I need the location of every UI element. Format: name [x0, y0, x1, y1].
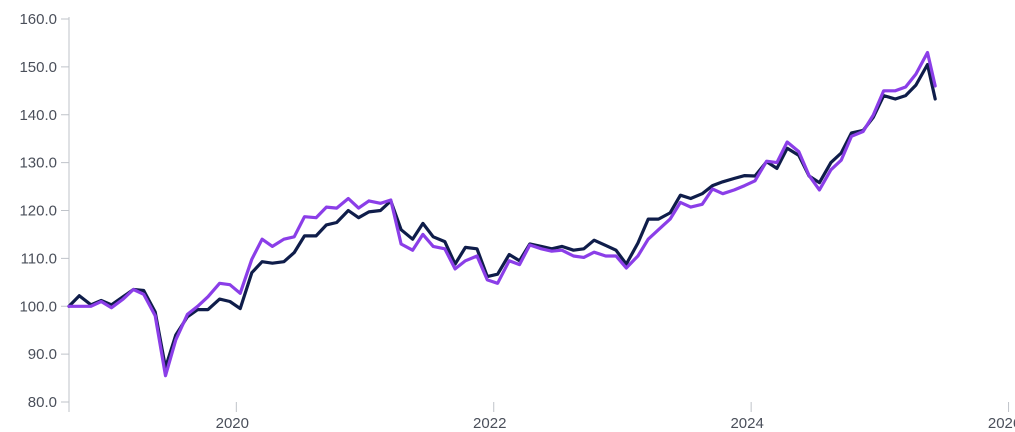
y-tick-label: 90.0 [28, 346, 57, 363]
x-tick-label: 2022 [473, 415, 506, 432]
y-axis: 80.0 90.0 100.0 110.0 120.0 130.0 140.0 150.0 16… [19, 11, 70, 412]
x-axis: 2020 2022 2024 2026 [216, 402, 1015, 432]
y-tick-label: 110.0 [21, 250, 57, 267]
y-tick-label: 140.0 [19, 107, 57, 124]
x-tick-label: 2024 [730, 415, 763, 432]
y-tick-label: 150.0 [19, 59, 57, 76]
series-line-1 [67, 62, 937, 370]
series-group [67, 50, 937, 378]
y-tick-label: 120.0 [19, 203, 57, 220]
y-tick-label: 100.0 [19, 298, 57, 315]
series-line-2 [67, 50, 937, 378]
y-tick-label: 160.0 [19, 11, 57, 28]
x-tick-label: 2026 [988, 415, 1015, 432]
y-tick-label: 130.0 [19, 155, 57, 172]
x-tick-label: 2020 [216, 415, 249, 432]
y-tick-label: 80.0 [28, 394, 57, 411]
